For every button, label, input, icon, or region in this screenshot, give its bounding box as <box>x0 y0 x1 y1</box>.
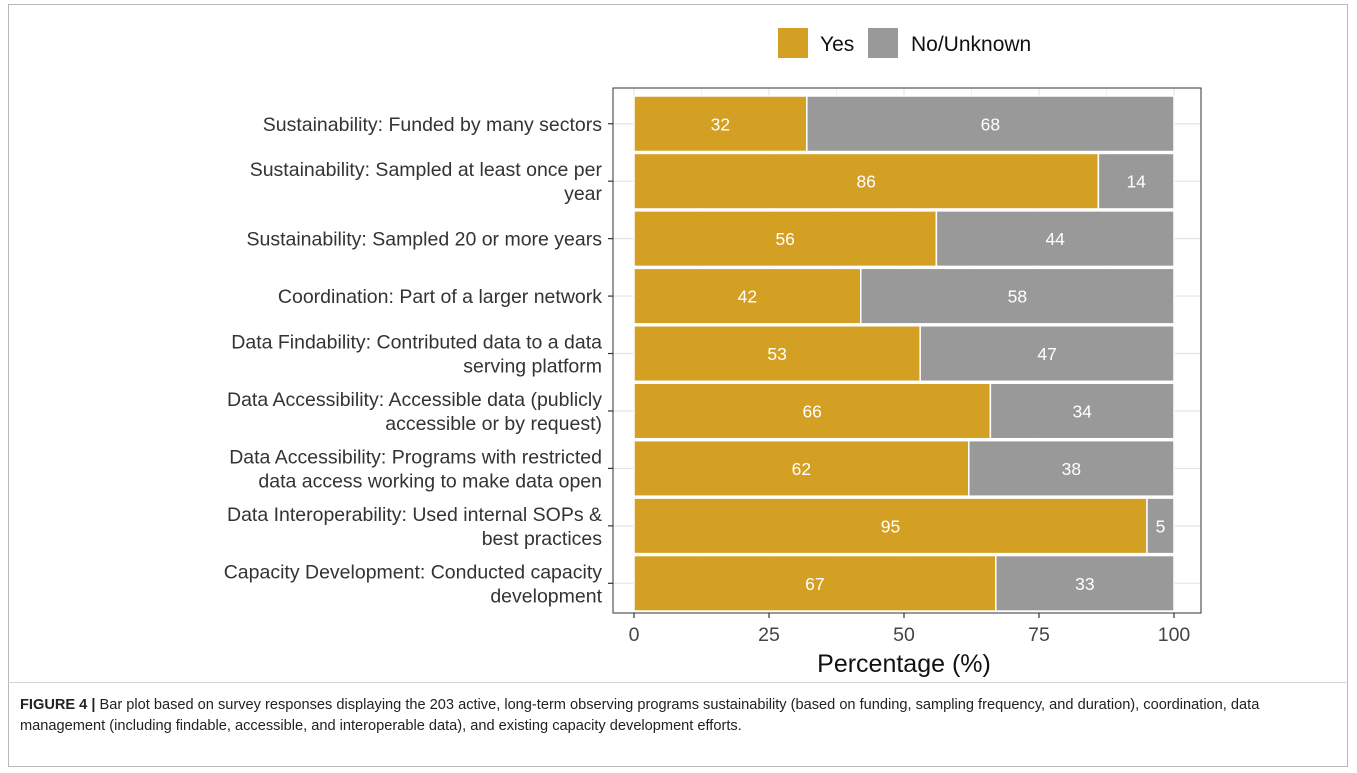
bar-yes <box>633 267 862 325</box>
x-tick-label: 25 <box>758 624 780 646</box>
stacked-bar-chart: 32 68 86 14 56 44 42 58 53 47 66 34 62 38 95 5 67 33 Susta… <box>224 28 1202 678</box>
bar-label-no-unknown: 33 <box>1075 574 1094 594</box>
category-label: Capacity Development: Conducted capacity <box>224 561 603 583</box>
legend-label-no-unknown: No/Unknown <box>911 33 1031 56</box>
category-label: Data Interoperability: Used internal SOP… <box>227 504 602 526</box>
category-label: serving platform <box>463 356 602 378</box>
x-tick-label: 50 <box>893 624 915 646</box>
legend-label-yes: Yes <box>820 33 854 56</box>
bar-label-no-unknown: 38 <box>1062 459 1081 479</box>
bar-yes <box>633 439 970 497</box>
x-tick-label: 100 <box>1158 624 1191 646</box>
bar-yes <box>633 152 1100 210</box>
bar-yes <box>633 382 992 440</box>
bar-label-yes: 67 <box>805 574 824 594</box>
bar-yes <box>633 95 808 153</box>
bar-label-no-unknown: 68 <box>981 114 1000 134</box>
bar-yes <box>633 497 1148 555</box>
bar-label-yes: 32 <box>711 114 730 134</box>
category-label: development <box>490 585 602 607</box>
bar-label-yes: 66 <box>802 401 821 421</box>
bar-label-yes: 42 <box>738 287 757 307</box>
category-label: year <box>564 183 602 205</box>
x-axis-title: Percentage (%) <box>817 650 991 678</box>
caption-divider <box>8 682 1348 683</box>
legend-swatch-yes <box>778 28 808 58</box>
bar-yes <box>633 325 921 383</box>
bar-yes <box>633 210 938 268</box>
caption-label: FIGURE 4 | <box>20 697 96 713</box>
bar-label-yes: 56 <box>775 229 794 249</box>
x-tick-label: 0 <box>629 624 640 646</box>
category-label: Sustainability: Sampled 20 or more years <box>246 229 602 251</box>
bar-no-unknown <box>806 95 1175 153</box>
bar-label-no-unknown: 34 <box>1072 401 1092 421</box>
bar-label-no-unknown: 44 <box>1045 229 1065 249</box>
bar-no-unknown <box>919 325 1175 383</box>
category-label: Coordination: Part of a larger network <box>278 286 602 308</box>
legend-swatch-no-unknown <box>868 28 898 58</box>
category-label: accessible or by request) <box>385 413 602 435</box>
bar-label-no-unknown: 47 <box>1037 344 1056 364</box>
category-label: Data Accessibility: Programs with restri… <box>229 446 602 468</box>
bar-no-unknown <box>1146 497 1175 555</box>
bar-no-unknown <box>989 382 1175 440</box>
category-label: best practices <box>482 528 603 550</box>
bar-label-yes: 86 <box>856 172 875 192</box>
bar-no-unknown <box>1097 152 1175 210</box>
bar-label-yes: 62 <box>792 459 811 479</box>
bar-label-no-unknown: 14 <box>1126 172 1146 192</box>
category-label: Data Findability: Contributed data to a … <box>231 332 602 354</box>
category-label: Sustainability: Funded by many sectors <box>263 114 603 136</box>
bar-yes <box>633 554 997 612</box>
bar-no-unknown <box>968 439 1175 497</box>
caption-text: Bar plot based on survey responses displ… <box>20 697 1260 734</box>
bar-label-yes: 95 <box>881 516 900 536</box>
category-label: data access working to make data open <box>258 470 602 492</box>
bar-label-no-unknown: 58 <box>1008 287 1027 307</box>
plot-border <box>612 87 1202 614</box>
category-label: Data Accessibility: Accessible data (pub… <box>227 389 602 411</box>
bar-no-unknown <box>995 554 1175 612</box>
category-label: Sustainability: Sampled at least once pe… <box>250 159 603 181</box>
figure-frame <box>8 4 1348 767</box>
bar-no-unknown <box>935 210 1175 268</box>
bar-label-no-unknown: 5 <box>1156 516 1166 536</box>
x-tick-label: 75 <box>1028 624 1050 646</box>
bar-label-yes: 53 <box>767 344 786 364</box>
figure-caption: FIGURE 4 | Bar plot based on survey resp… <box>20 695 1335 737</box>
bar-no-unknown <box>860 267 1175 325</box>
